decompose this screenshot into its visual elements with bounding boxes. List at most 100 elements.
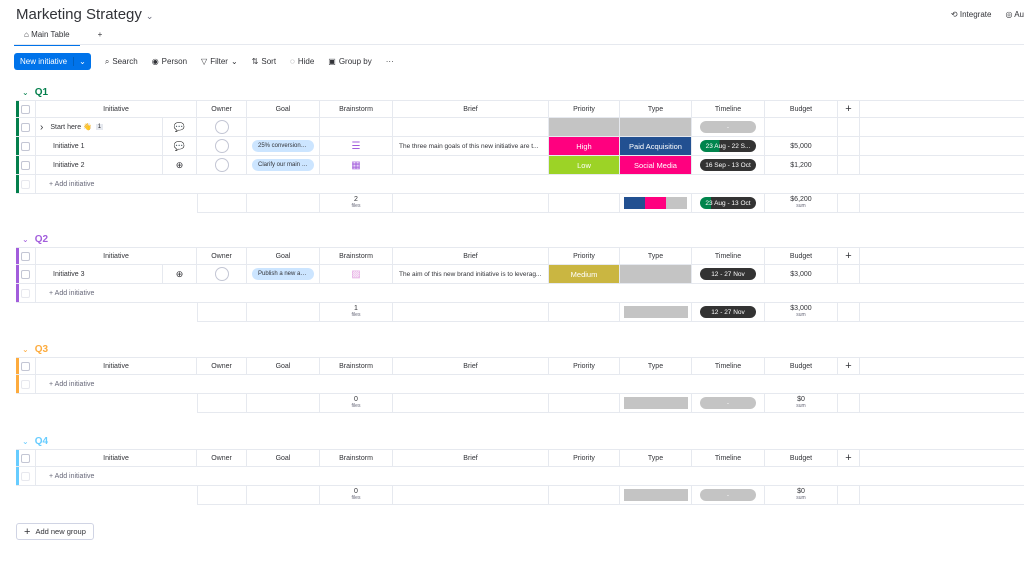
priority-cell[interactable]: Medium	[549, 265, 620, 283]
add-view-button[interactable]: +	[97, 30, 103, 39]
item-name[interactable]: Initiative 2	[53, 161, 85, 169]
group-header[interactable]: ⌄ Q3	[22, 344, 48, 355]
add-update-icon[interactable]: ⊕	[175, 159, 184, 170]
priority-cell[interactable]: Low	[549, 156, 620, 174]
search-button[interactable]: ⌕ Search	[104, 56, 138, 67]
checkbox[interactable]	[21, 141, 30, 151]
owner-cell[interactable]	[197, 156, 247, 174]
brainstorm-cell[interactable]	[320, 118, 393, 136]
item-name[interactable]: Start here 👋	[50, 124, 92, 131]
add-item-row[interactable]: + Add initiative	[16, 467, 1024, 486]
timeline-cell[interactable]: 23 Aug - 22 S...	[692, 137, 765, 155]
goal-cell[interactable]	[247, 118, 320, 136]
timeline-cell[interactable]: -	[692, 118, 765, 136]
add-column-button[interactable]: +	[838, 358, 860, 374]
row-checkbox-cell[interactable]	[16, 156, 36, 174]
row-checkbox-cell[interactable]	[16, 118, 36, 136]
add-item-row[interactable]: + Add initiative	[16, 284, 1024, 303]
chevron-down-icon[interactable]: ⌄	[22, 88, 29, 97]
add-initiative-input[interactable]: + Add initiative	[49, 472, 95, 480]
type-cell[interactable]: Social Media	[620, 156, 692, 174]
group-by-button[interactable]: ▣ Group by	[328, 57, 372, 66]
subitem-count-badge[interactable]: 1	[95, 124, 104, 130]
chevron-down-icon[interactable]: ⌄	[22, 345, 29, 354]
brief-cell[interactable]: The three main goals of this new initiat…	[393, 137, 549, 155]
add-column-button[interactable]: +	[838, 450, 860, 466]
updates-cell[interactable]: 💬	[163, 137, 197, 155]
add-initiative-input[interactable]: + Add initiative	[49, 180, 95, 188]
timeline-cell[interactable]: 16 Sep - 13 Oct	[692, 156, 765, 174]
add-item-row[interactable]: + Add initiative	[16, 375, 1024, 394]
checkbox[interactable]	[21, 453, 30, 463]
select-all-cell[interactable]	[16, 248, 36, 264]
budget-cell[interactable]: $5,000	[765, 137, 838, 155]
group-title[interactable]: Q2	[34, 234, 49, 245]
updates-cell[interactable]: 💬	[163, 118, 197, 136]
goal-cell[interactable]: 25% conversion r...	[247, 137, 320, 155]
checkbox[interactable]	[21, 122, 30, 132]
item-name-cell[interactable]: › Start here 👋 1	[36, 118, 163, 136]
item-name[interactable]: Initiative 3	[53, 270, 85, 278]
owner-cell[interactable]	[197, 265, 247, 283]
brainstorm-cell[interactable]: ▦	[320, 156, 393, 174]
add-new-group-button[interactable]: + Add new group	[16, 523, 94, 540]
row-checkbox-cell[interactable]	[16, 137, 36, 155]
filter-button[interactable]: ▽ Filter ⌄	[201, 57, 238, 66]
select-all-cell[interactable]	[16, 358, 36, 374]
checkbox[interactable]	[21, 160, 30, 170]
checkbox[interactable]	[21, 251, 30, 261]
owner-cell[interactable]	[197, 137, 247, 155]
timeline-cell[interactable]: 12 - 27 Nov	[692, 265, 765, 283]
group-header[interactable]: ⌄ Q1	[22, 87, 48, 98]
type-cell[interactable]: Paid Acquisition	[620, 137, 692, 155]
row-checkbox-cell[interactable]	[16, 265, 36, 283]
updates-cell[interactable]: ⊕	[163, 265, 197, 283]
brief-cell[interactable]	[393, 156, 549, 174]
type-cell[interactable]	[620, 265, 692, 283]
budget-cell[interactable]: $1,200	[765, 156, 838, 174]
item-name-cell[interactable]: Initiative 3	[36, 265, 163, 283]
file-thumbnail-icon[interactable]: ▨	[351, 268, 361, 280]
updates-cell[interactable]: ⊕	[163, 156, 197, 174]
brief-cell[interactable]	[393, 118, 549, 136]
more-options-button[interactable]: ···	[385, 57, 394, 66]
group-title[interactable]: Q1	[34, 87, 49, 98]
priority-cell[interactable]: High	[549, 137, 620, 155]
brainstorm-cell[interactable]: ☰	[320, 137, 393, 155]
checkbox[interactable]	[21, 269, 30, 279]
budget-cell[interactable]	[765, 118, 838, 136]
add-update-icon[interactable]: ⊕	[175, 268, 184, 279]
add-column-button[interactable]: +	[838, 248, 860, 264]
chevron-down-icon[interactable]: ⌄	[22, 235, 29, 244]
type-cell[interactable]	[620, 118, 692, 136]
person-filter-button[interactable]: ◉ Person	[151, 57, 188, 66]
add-column-button[interactable]: +	[838, 101, 860, 117]
table-row[interactable]: › Start here 👋 1 💬 -	[16, 118, 1024, 137]
updates-icon[interactable]: 💬	[173, 140, 186, 151]
add-initiative-input[interactable]: + Add initiative	[49, 289, 95, 297]
chevron-down-icon[interactable]: ⌄	[230, 57, 238, 66]
chevron-down-icon[interactable]: ⌄	[73, 57, 91, 66]
add-initiative-input[interactable]: + Add initiative	[49, 380, 95, 388]
brainstorm-cell[interactable]: ▨	[320, 265, 393, 283]
group-title[interactable]: Q3	[34, 344, 49, 355]
goal-cell[interactable]: Publish a new an...	[247, 265, 320, 283]
owner-cell[interactable]	[197, 118, 247, 136]
board-title[interactable]: Marketing Strategy ⌄	[16, 6, 154, 23]
checkbox[interactable]	[21, 104, 30, 114]
new-initiative-button[interactable]: New initiative ⌄	[14, 53, 91, 70]
automate-button[interactable]: ◎ Au	[1005, 10, 1024, 19]
item-name[interactable]: Initiative 1	[53, 142, 85, 150]
add-item-row[interactable]: + Add initiative	[16, 175, 1024, 194]
budget-cell[interactable]: $3,000	[765, 265, 838, 283]
table-row[interactable]: Initiative 3 ⊕ Publish a new an... ▨ The aim…	[16, 265, 1024, 284]
integrate-button[interactable]: ⟲ Integrate	[950, 10, 992, 19]
select-all-cell[interactable]	[16, 101, 36, 117]
chevron-right-icon[interactable]: ›	[40, 121, 44, 133]
chevron-down-icon[interactable]: ⌄	[145, 11, 154, 21]
priority-cell[interactable]	[549, 118, 620, 136]
checkbox[interactable]	[21, 361, 30, 371]
tab-main-table[interactable]: ⌂ Main Table	[14, 28, 80, 46]
sort-button[interactable]: ⇅ Sort	[251, 57, 277, 66]
brief-cell[interactable]: The aim of this new brand initiative is …	[393, 265, 549, 283]
